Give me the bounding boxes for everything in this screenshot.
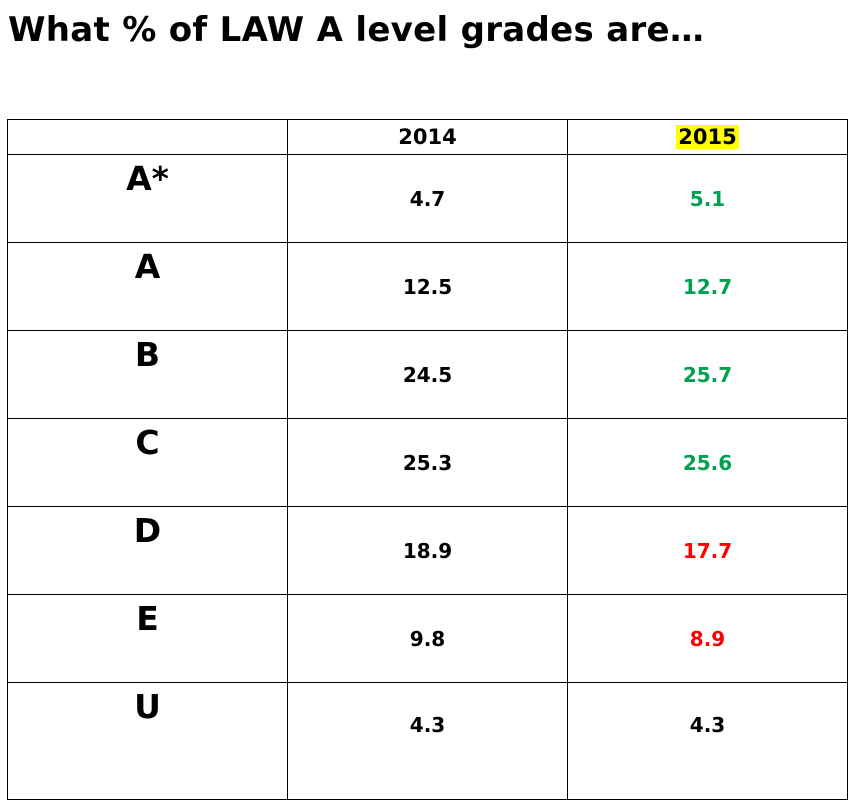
value-2014: 9.8 (287, 594, 568, 683)
table-row: A* 4.7 5.1 (7, 154, 848, 243)
header-row: 2014 2015 (7, 119, 848, 155)
grade-label: A (7, 242, 288, 331)
grade-label: B (7, 330, 288, 419)
value-2015: 4.3 (567, 682, 848, 800)
value-2014: 25.3 (287, 418, 568, 507)
table-row: A 12.5 12.7 (7, 242, 848, 331)
grades-table: 2014 2015 A* 4.7 5.1 A 12.5 12.7 B 24.5 … (7, 119, 848, 800)
header-2015: 2015 (567, 119, 848, 155)
table-row: U 4.3 4.3 (7, 682, 848, 800)
grade-label: D (7, 506, 288, 595)
value-2015: 17.7 (567, 506, 848, 595)
table-row: B 24.5 25.7 (7, 330, 848, 419)
value-2014: 4.3 (287, 682, 568, 800)
value-2014: 24.5 (287, 330, 568, 419)
highlighted-year: 2015 (676, 125, 739, 149)
grade-label: C (7, 418, 288, 507)
value-2015: 25.7 (567, 330, 848, 419)
grade-label: E (7, 594, 288, 683)
value-2014: 12.5 (287, 242, 568, 331)
grade-label: U (7, 682, 288, 800)
header-2014: 2014 (287, 119, 568, 155)
grade-label: A* (7, 154, 288, 243)
value-2015: 25.6 (567, 418, 848, 507)
value-2014: 4.7 (287, 154, 568, 243)
value-2015: 8.9 (567, 594, 848, 683)
table-row: D 18.9 17.7 (7, 506, 848, 595)
value-2014: 18.9 (287, 506, 568, 595)
table-row: E 9.8 8.9 (7, 594, 848, 683)
header-blank (7, 119, 288, 155)
table-row: C 25.3 25.6 (7, 418, 848, 507)
page-title: What % of LAW A level grades are… (8, 10, 705, 50)
value-2015: 5.1 (567, 154, 848, 243)
value-2015: 12.7 (567, 242, 848, 331)
